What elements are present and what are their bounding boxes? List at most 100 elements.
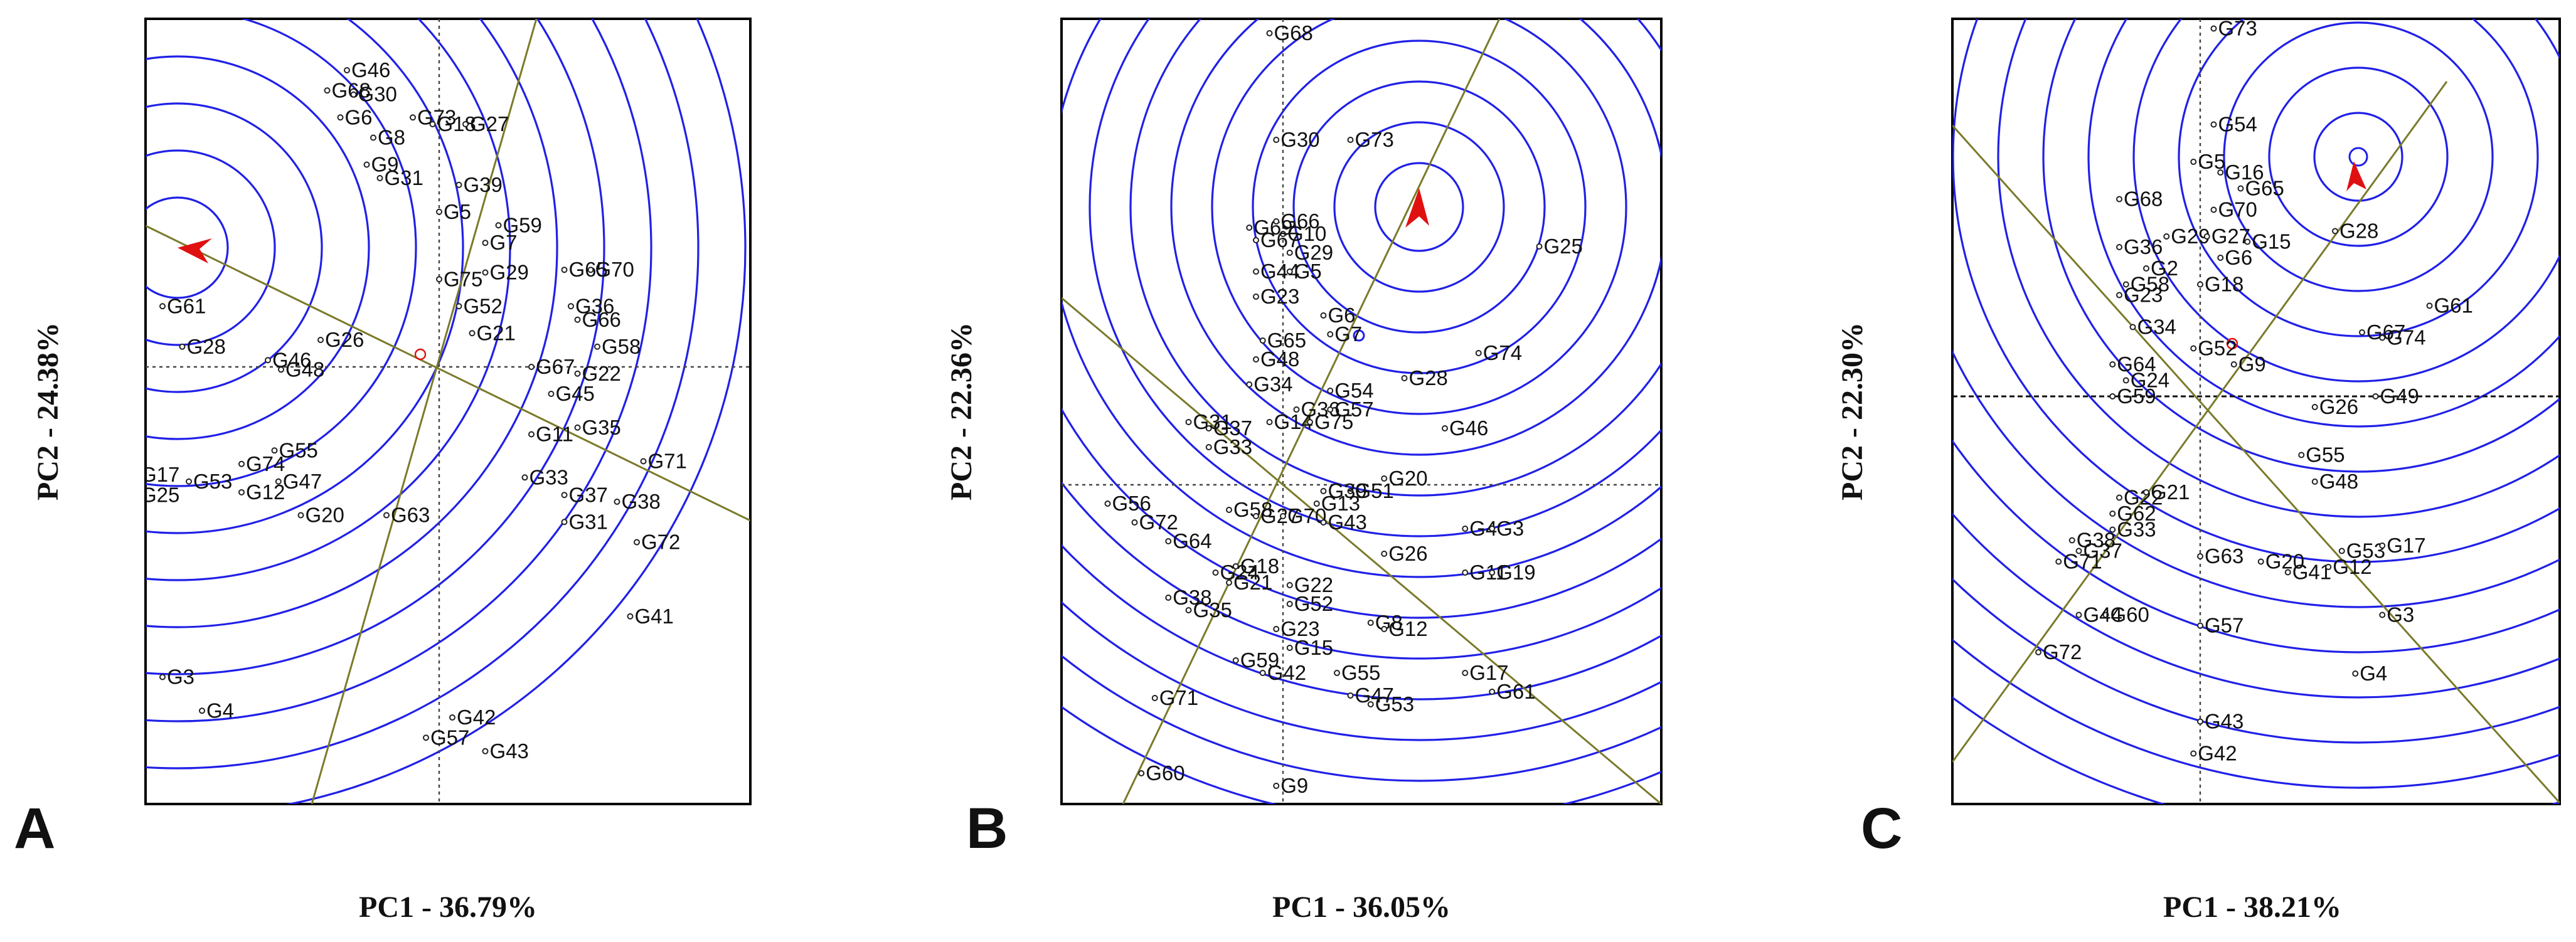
point-marker (2311, 479, 2318, 485)
point-label: G70 (2218, 198, 2257, 221)
point-label: G43 (490, 739, 529, 763)
point-marker (455, 181, 462, 188)
point-marker (436, 276, 442, 283)
point-marker (1280, 513, 1286, 519)
genotype-point: G68 (324, 78, 371, 102)
point-marker (1226, 507, 1232, 513)
point-marker (2272, 820, 2277, 825)
point-marker (1462, 526, 1469, 532)
genotype-point: G68 (2116, 188, 2163, 211)
point-marker (2190, 750, 2197, 757)
point-label: G31 (385, 166, 423, 189)
point-label: G72 (2043, 640, 2082, 664)
concentric-circles-a (146, 19, 747, 804)
point-marker (1165, 595, 1172, 601)
genotype-point: G11 (1462, 561, 1507, 584)
ideal-genotype-marker-c (2348, 147, 2368, 167)
point-marker (1259, 670, 1266, 676)
point-label: G73 (417, 105, 456, 129)
point-label: G25 (141, 483, 179, 506)
genotype-point: G44 (2075, 603, 2122, 627)
point-label: G42 (457, 706, 496, 729)
point-label: G15 (1294, 636, 1333, 659)
point-label: G22 (1294, 573, 1333, 596)
point-marker (1138, 770, 1145, 776)
point-label: G64 (2117, 352, 2156, 376)
concentric-ring-a (146, 19, 511, 581)
genotype-point: G31 (1185, 410, 1232, 433)
genotype-point: G47 (1347, 684, 1394, 707)
point-label: G6 (345, 105, 373, 129)
genotype-point: G18 (1232, 554, 1279, 578)
point-marker (574, 316, 581, 323)
point-marker (2075, 611, 2082, 618)
point-label: G38 (2077, 529, 2116, 552)
point-label: G22 (2124, 486, 2163, 509)
point-label: G68 (332, 78, 371, 102)
genotype-point: G37 (1205, 416, 1252, 440)
point-label: G52 (1294, 592, 1333, 615)
point-marker (275, 478, 282, 485)
genotype-point: G5 (2190, 150, 2225, 173)
genotype-point: G11 (528, 423, 573, 446)
genotype-point: G20 (1381, 467, 1428, 490)
point-label: G66 (1280, 209, 1319, 233)
point-label: G45 (556, 382, 595, 405)
genotype-point: G66 (1273, 209, 1320, 233)
point-label: G60 (1146, 761, 1184, 785)
point-marker (1253, 268, 1259, 275)
point-label: G46 (351, 58, 390, 82)
point-marker (2163, 233, 2170, 240)
aec-ordinate-a (311, 19, 538, 804)
point-marker (1104, 500, 1111, 507)
genotype-point: G67 (2359, 320, 2405, 344)
point-label: G53 (193, 470, 232, 493)
genotype-point: G3 (1489, 517, 1524, 540)
point-marker (1381, 551, 1388, 557)
point-label: G33 (530, 465, 568, 489)
point-marker (561, 519, 568, 526)
genotype-point: G36 (2116, 235, 2163, 258)
point-marker (1205, 444, 1212, 450)
point-marker (1327, 406, 1334, 413)
point-label: G30 (358, 83, 397, 106)
concentric-ring-a (146, 19, 605, 675)
concentric-ring-b (1252, 40, 1587, 374)
point-marker (561, 492, 568, 499)
point-label: G71 (1159, 686, 1198, 709)
point-label: G11 (536, 423, 573, 446)
point-marker (2109, 526, 2116, 533)
point-marker (2109, 393, 2116, 400)
concentric-ring-b (1088, 19, 1661, 537)
point-marker (1320, 488, 1327, 494)
point-marker (159, 674, 166, 680)
genotype-point: G21 (469, 321, 516, 344)
point-label: G20 (306, 504, 344, 527)
point-marker (2257, 558, 2264, 565)
point-marker (2426, 302, 2433, 309)
genotype-point: G60 (2102, 603, 2149, 627)
point-marker (574, 370, 581, 377)
point-marker (1286, 645, 1293, 651)
genotype-point: G6 (337, 105, 373, 129)
concentric-ring-a (146, 19, 558, 628)
point-label: G29 (2171, 225, 2210, 248)
point-marker (159, 303, 166, 310)
point-label: G4 (206, 699, 234, 722)
point-marker (423, 734, 429, 741)
point-marker (1462, 569, 1469, 576)
point-marker (350, 91, 357, 98)
point-label: G9 (371, 153, 399, 176)
point-marker (1246, 381, 1253, 388)
point-label: G7 (1334, 322, 1362, 346)
genotype-point: G22 (2116, 486, 2163, 509)
concentric-ring-b (1129, 19, 1661, 497)
point-label: G53 (2346, 539, 2385, 563)
point-marker (1489, 689, 1496, 695)
genotype-point: G33 (521, 465, 568, 489)
genotype-point: G17 (146, 463, 179, 486)
point-label: G39 (1328, 479, 1367, 502)
genotype-point: G62 (1126, 830, 1171, 854)
genotype-point: G33 (1205, 435, 1252, 458)
